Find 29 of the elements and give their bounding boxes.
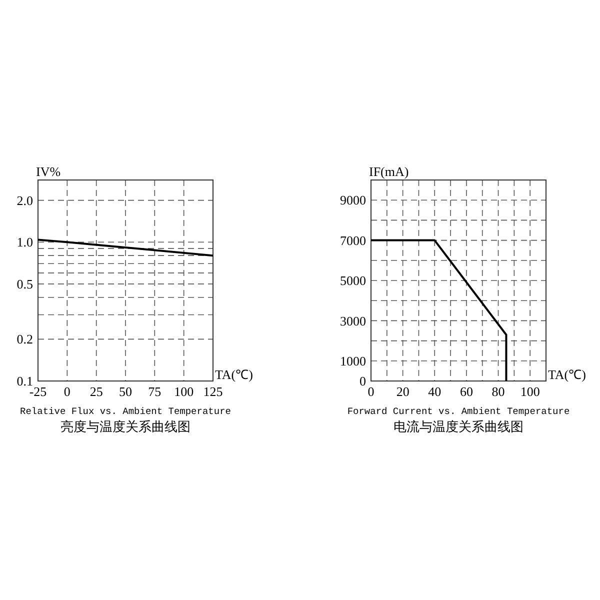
x-tick-label: 75 <box>148 384 162 399</box>
y-tick-label: 1000 <box>340 353 366 368</box>
x-tick-label: 40 <box>428 384 442 399</box>
text: 电流与温度关系曲线图 <box>394 419 524 434</box>
y-tick-label: 0 <box>360 374 366 389</box>
x-tick-label: 20 <box>396 384 410 399</box>
text: Forward Current vs. Ambient Temperature <box>347 406 570 417</box>
y-tick-label: 0.5 <box>16 276 33 292</box>
y-axis-title: IF(mA) <box>369 164 409 179</box>
y-tick-label: 7000 <box>340 232 366 248</box>
x-tick-label: 100 <box>174 384 194 399</box>
y-tick-label: 3000 <box>340 313 366 328</box>
text: Relative Flux vs. Ambient Temperature <box>20 406 232 417</box>
y-tick-label: 5000 <box>340 273 366 288</box>
y-tick-label: 2.0 <box>16 192 33 208</box>
x-tick-label: 80 <box>492 384 505 399</box>
x-axis-title: TA(℃) <box>215 367 253 382</box>
y-tick-label: 1.0 <box>16 234 33 250</box>
y-axis-title: IV% <box>36 164 61 179</box>
y-tick-label: 9000 <box>340 192 366 208</box>
y-tick-label: 0.2 <box>16 332 33 347</box>
text: 亮度与温度关系曲线图 <box>60 419 190 434</box>
x-tick-label: 125 <box>203 384 223 399</box>
x-tick-label: 100 <box>520 384 540 399</box>
x-tick-label: 60 <box>460 384 473 399</box>
x-tick-label: 25 <box>90 384 103 399</box>
x-tick-label: 0 <box>64 384 70 399</box>
x-axis-title: TA(℃) <box>548 367 586 382</box>
x-tick-label: 50 <box>119 384 132 399</box>
